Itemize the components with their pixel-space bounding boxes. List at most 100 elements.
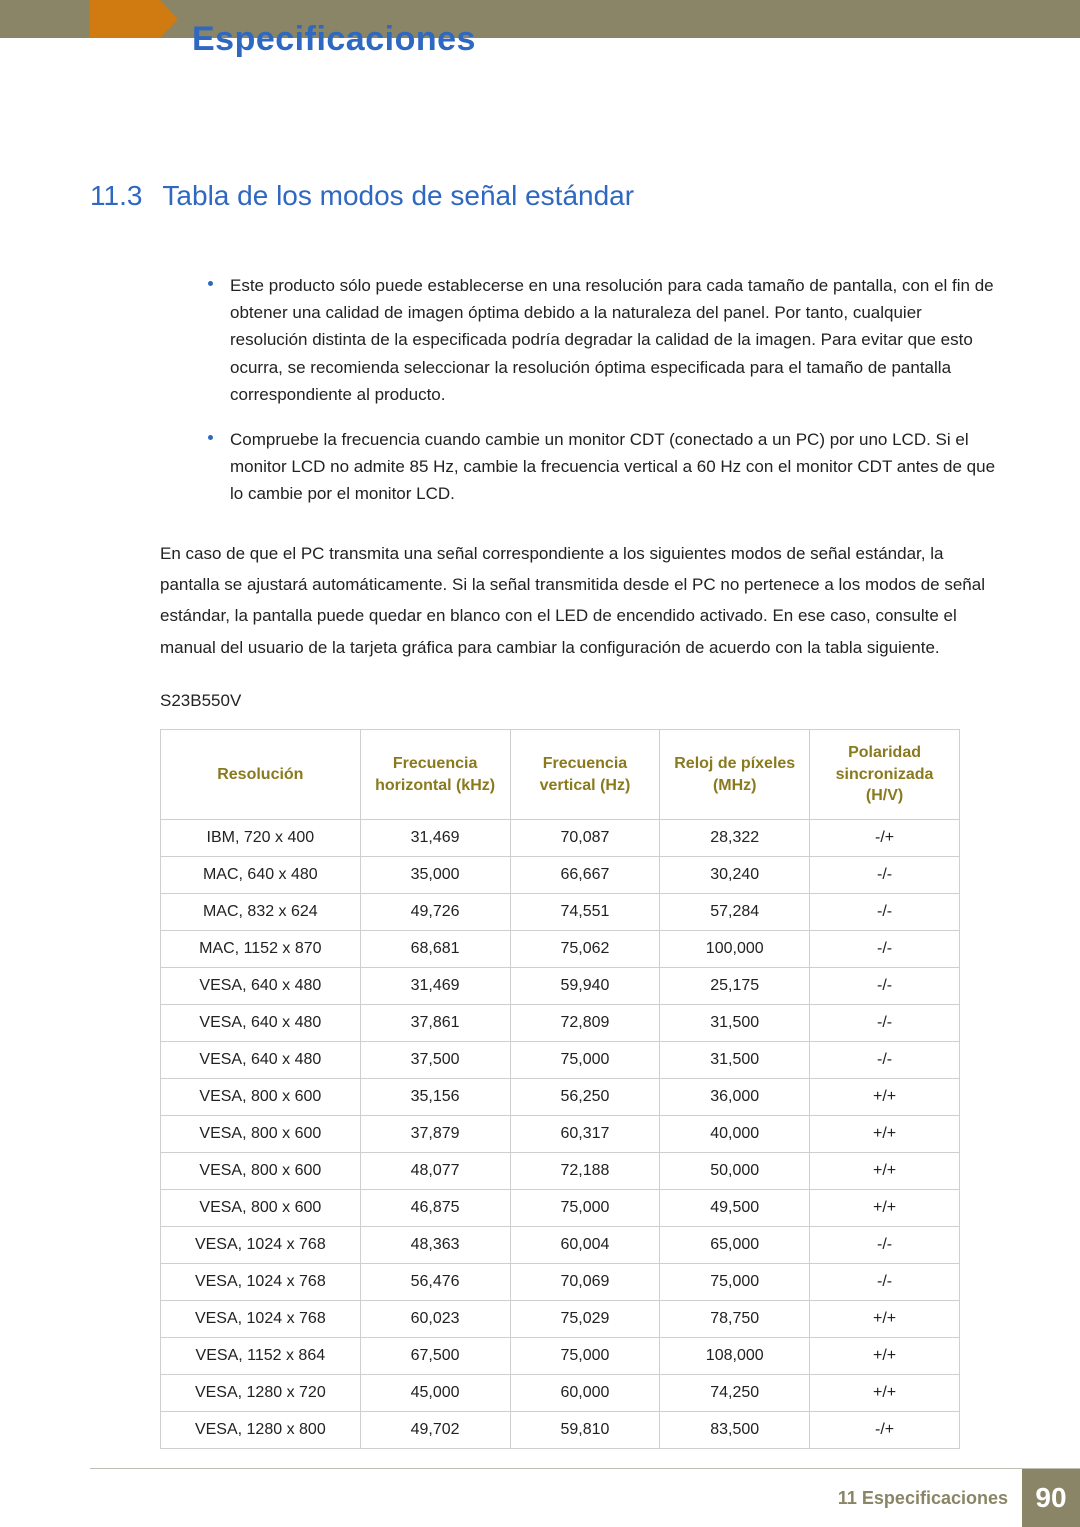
table-cell: -/- [810, 1264, 960, 1301]
table-cell: 70,069 [510, 1264, 660, 1301]
table-cell: -/- [810, 1005, 960, 1042]
table-cell: VESA, 640 x 480 [161, 1005, 361, 1042]
table-cell: +/+ [810, 1375, 960, 1412]
table-row: IBM, 720 x 40031,46970,08728,322-/+ [161, 820, 960, 857]
table-row: VESA, 1024 x 76856,47670,06975,000-/- [161, 1264, 960, 1301]
page: Especificaciones 11.3Tabla de los modos … [0, 0, 1080, 1527]
col-polarity: Polaridad sincronizada (H/V) [810, 730, 960, 820]
table-cell: 56,250 [510, 1079, 660, 1116]
table-cell: 37,500 [360, 1042, 510, 1079]
table-cell: 48,363 [360, 1227, 510, 1264]
table-cell: +/+ [810, 1190, 960, 1227]
table-cell: 48,077 [360, 1153, 510, 1190]
table-row: VESA, 1024 x 76860,02375,02978,750+/+ [161, 1301, 960, 1338]
table-cell: 65,000 [660, 1227, 810, 1264]
table-row: VESA, 800 x 60035,15656,25036,000+/+ [161, 1079, 960, 1116]
table-cell: MAC, 1152 x 870 [161, 931, 361, 968]
bullet-list: Este producto sólo puede establecerse en… [200, 272, 1000, 508]
page-number: 90 [1022, 1469, 1080, 1527]
footer-section-ref: 11 Especificaciones [838, 1488, 1008, 1509]
table-row: MAC, 1152 x 87068,68175,062100,000-/- [161, 931, 960, 968]
table-cell: 49,500 [660, 1190, 810, 1227]
table-cell: 72,809 [510, 1005, 660, 1042]
table-row: VESA, 1152 x 86467,50075,000108,000+/+ [161, 1338, 960, 1375]
bullet-item: Compruebe la frecuencia cuando cambie un… [200, 426, 1000, 508]
table-row: VESA, 800 x 60037,87960,31740,000+/+ [161, 1116, 960, 1153]
table-cell: -/- [810, 1227, 960, 1264]
table-row: VESA, 640 x 48037,50075,00031,500-/- [161, 1042, 960, 1079]
table-cell: -/- [810, 931, 960, 968]
table-cell: 49,702 [360, 1412, 510, 1449]
table-cell: 75,062 [510, 931, 660, 968]
table-cell: VESA, 1280 x 720 [161, 1375, 361, 1412]
table-cell: VESA, 800 x 600 [161, 1116, 361, 1153]
table-header-row: Resolución Frecuencia horizontal (kHz) F… [161, 730, 960, 820]
table-cell: 100,000 [660, 931, 810, 968]
table-cell: 30,240 [660, 857, 810, 894]
table-cell: 40,000 [660, 1116, 810, 1153]
content-area: 11.3Tabla de los modos de señal estándar… [90, 180, 1010, 1449]
table-row: MAC, 640 x 48035,00066,66730,240-/- [161, 857, 960, 894]
table-row: VESA, 1280 x 72045,00060,00074,250+/+ [161, 1375, 960, 1412]
table-row: VESA, 800 x 60046,87575,00049,500+/+ [161, 1190, 960, 1227]
table-row: MAC, 832 x 62449,72674,55157,284-/- [161, 894, 960, 931]
table-cell: +/+ [810, 1338, 960, 1375]
table-row: VESA, 1024 x 76848,36360,00465,000-/- [161, 1227, 960, 1264]
table-cell: 60,023 [360, 1301, 510, 1338]
intro-paragraph: En caso de que el PC transmita una señal… [160, 538, 1000, 664]
table-cell: +/+ [810, 1079, 960, 1116]
table-row: VESA, 640 x 48037,86172,80931,500-/- [161, 1005, 960, 1042]
table-cell: 25,175 [660, 968, 810, 1005]
table-cell: VESA, 800 x 600 [161, 1153, 361, 1190]
table-cell: VESA, 1280 x 800 [161, 1412, 361, 1449]
col-freq-h: Frecuencia horizontal (kHz) [360, 730, 510, 820]
table-cell: 49,726 [360, 894, 510, 931]
table-cell: -/- [810, 1042, 960, 1079]
table-cell: VESA, 800 x 600 [161, 1190, 361, 1227]
table-cell: -/- [810, 894, 960, 931]
table-cell: 59,810 [510, 1412, 660, 1449]
table-cell: IBM, 720 x 400 [161, 820, 361, 857]
table-cell: +/+ [810, 1153, 960, 1190]
table-cell: 60,000 [510, 1375, 660, 1412]
table-cell: VESA, 1024 x 768 [161, 1264, 361, 1301]
table-cell: 57,284 [660, 894, 810, 931]
table-cell: 37,879 [360, 1116, 510, 1153]
table-cell: 31,469 [360, 968, 510, 1005]
table-cell: -/+ [810, 820, 960, 857]
table-cell: 56,476 [360, 1264, 510, 1301]
section-title: Tabla de los modos de señal estándar [162, 180, 634, 211]
table-cell: MAC, 832 x 624 [161, 894, 361, 931]
chapter-title: Especificaciones [192, 20, 476, 59]
table-cell: 75,029 [510, 1301, 660, 1338]
table-cell: -/- [810, 968, 960, 1005]
table-cell: 50,000 [660, 1153, 810, 1190]
table-cell: 28,322 [660, 820, 810, 857]
table-cell: 60,004 [510, 1227, 660, 1264]
table-cell: 66,667 [510, 857, 660, 894]
bullet-item: Este producto sólo puede establecerse en… [200, 272, 1000, 408]
col-freq-v: Frecuencia vertical (Hz) [510, 730, 660, 820]
table-cell: 35,156 [360, 1079, 510, 1116]
table-cell: 60,317 [510, 1116, 660, 1153]
header-bar [0, 0, 1080, 38]
signal-modes-table: Resolución Frecuencia horizontal (kHz) F… [160, 729, 960, 1449]
footer: 11 Especificaciones 90 [838, 1469, 1080, 1527]
table-cell: 45,000 [360, 1375, 510, 1412]
table-cell: 75,000 [660, 1264, 810, 1301]
table-cell: 70,087 [510, 820, 660, 857]
table-cell: 31,469 [360, 820, 510, 857]
table-cell: VESA, 1024 x 768 [161, 1227, 361, 1264]
col-pixel-clock: Reloj de píxeles (MHz) [660, 730, 810, 820]
table-cell: 68,681 [360, 931, 510, 968]
table-cell: 35,000 [360, 857, 510, 894]
table-cell: 72,188 [510, 1153, 660, 1190]
table-cell: VESA, 800 x 600 [161, 1079, 361, 1116]
table-cell: VESA, 640 x 480 [161, 1042, 361, 1079]
table-cell: -/- [810, 857, 960, 894]
section-heading: 11.3Tabla de los modos de señal estándar [90, 180, 1010, 212]
table-cell: +/+ [810, 1301, 960, 1338]
table-row: VESA, 1280 x 80049,70259,81083,500-/+ [161, 1412, 960, 1449]
table-cell: 31,500 [660, 1042, 810, 1079]
table-cell: 37,861 [360, 1005, 510, 1042]
